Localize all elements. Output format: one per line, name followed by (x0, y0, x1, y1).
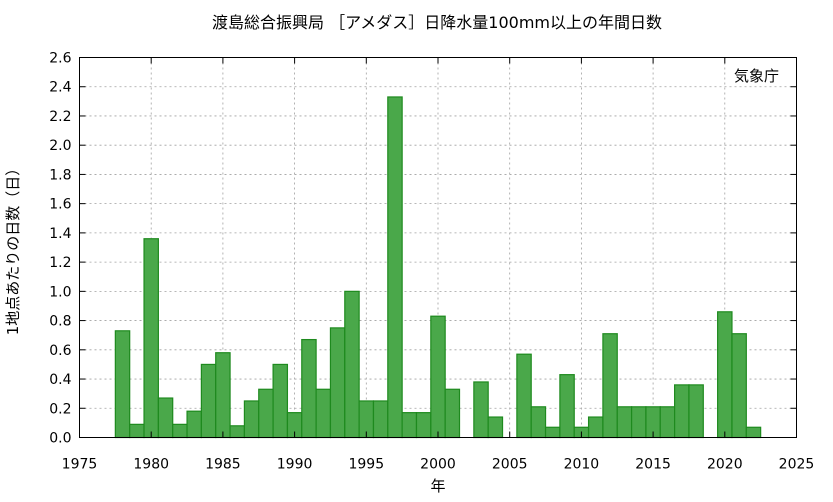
bar-1985 (215, 352, 231, 439)
bar-2016 (659, 406, 676, 439)
y-tick-label: 0.8 (49, 314, 71, 330)
bar-1988 (258, 388, 274, 439)
x-tick-label: 1990 (277, 457, 313, 473)
y-tick-label: 2.6 (49, 51, 71, 67)
x-axis-title: 年 (430, 477, 445, 495)
bar-2014 (630, 406, 647, 439)
y-tick-label: 2.2 (49, 109, 71, 125)
x-tick-label: 2015 (635, 457, 671, 473)
x-axis-tick-labels: 1975 1980 1985 1990 1995 2000 2005 2010 2015 2020… (62, 457, 815, 473)
bar-2022 (745, 426, 762, 439)
bar-1981 (157, 397, 174, 439)
bar-1999 (415, 412, 432, 439)
y-axis-tick-labels: 0.0 0.2 0.4 0.6 0.8 1.0 1.2 1.4 1.6 1.8 2.0 2.2 2.4 2… (49, 51, 71, 447)
bar-1997 (387, 96, 403, 439)
bar-2007 (530, 406, 547, 439)
bar-1984 (200, 363, 217, 439)
x-tick-label: 1995 (348, 457, 384, 473)
bar-1986 (229, 425, 246, 439)
bar-2012 (602, 333, 618, 439)
x-tick-label: 1985 (205, 457, 241, 473)
bar-1979 (129, 423, 145, 439)
y-tick-label: 1.6 (49, 197, 71, 213)
y-tick-label: 1.0 (49, 284, 71, 300)
x-tick-label: 1980 (133, 457, 169, 473)
bar-2000 (430, 315, 446, 439)
y-tick-label: 0.4 (49, 372, 71, 388)
bar-1982 (172, 423, 188, 439)
bar-1998 (401, 412, 418, 439)
y-tick-label: 0.2 (49, 401, 71, 417)
bar-1989 (272, 363, 289, 439)
x-tick-label: 2010 (564, 457, 600, 473)
bar-2020 (717, 311, 733, 439)
y-tick-label: 1.2 (49, 255, 71, 271)
bar-2018 (688, 384, 704, 439)
y-tick-label: 0.0 (49, 431, 71, 447)
y-tick-label: 1.8 (49, 167, 71, 183)
bar-2017 (674, 384, 690, 439)
y-axis-title: 1地点あたりの日数（日） (4, 161, 22, 336)
bar-2004 (487, 416, 504, 439)
bars (114, 96, 762, 439)
bar-1994 (344, 290, 360, 439)
x-tick-label: 2000 (420, 457, 456, 473)
bar-2006 (516, 353, 532, 439)
bar-2001 (444, 388, 461, 439)
bar-2013 (616, 406, 633, 439)
y-tick-label: 1.4 (49, 226, 71, 242)
bar-2021 (731, 333, 747, 439)
bar-1978 (114, 330, 131, 439)
source-annotation: 気象庁 (734, 67, 779, 85)
y-tick-label: 2.0 (49, 138, 71, 154)
x-tick-label: 2025 (779, 457, 815, 473)
bar-1992 (315, 388, 332, 439)
bar-1993 (329, 327, 346, 439)
x-tick-label: 1975 (62, 457, 98, 473)
chart-title: 渡島総合振興局 ［アメダス］日降水量100mm以上の年間日数 (212, 13, 662, 32)
bar-1991 (301, 338, 317, 439)
bar-1980 (143, 238, 159, 439)
bar-1996 (372, 400, 389, 439)
x-tick-label: 2020 (707, 457, 743, 473)
y-tick-label: 2.4 (49, 80, 71, 96)
x-tick-label: 2005 (492, 457, 528, 473)
bar-1987 (243, 400, 260, 439)
bar-2009 (559, 374, 575, 439)
y-tick-label: 0.6 (49, 343, 71, 359)
bar-1983 (186, 410, 202, 439)
axis-ticks (79, 57, 797, 438)
bar-2008 (544, 426, 561, 439)
bar-2011 (587, 416, 604, 439)
bar-2003 (473, 381, 489, 439)
